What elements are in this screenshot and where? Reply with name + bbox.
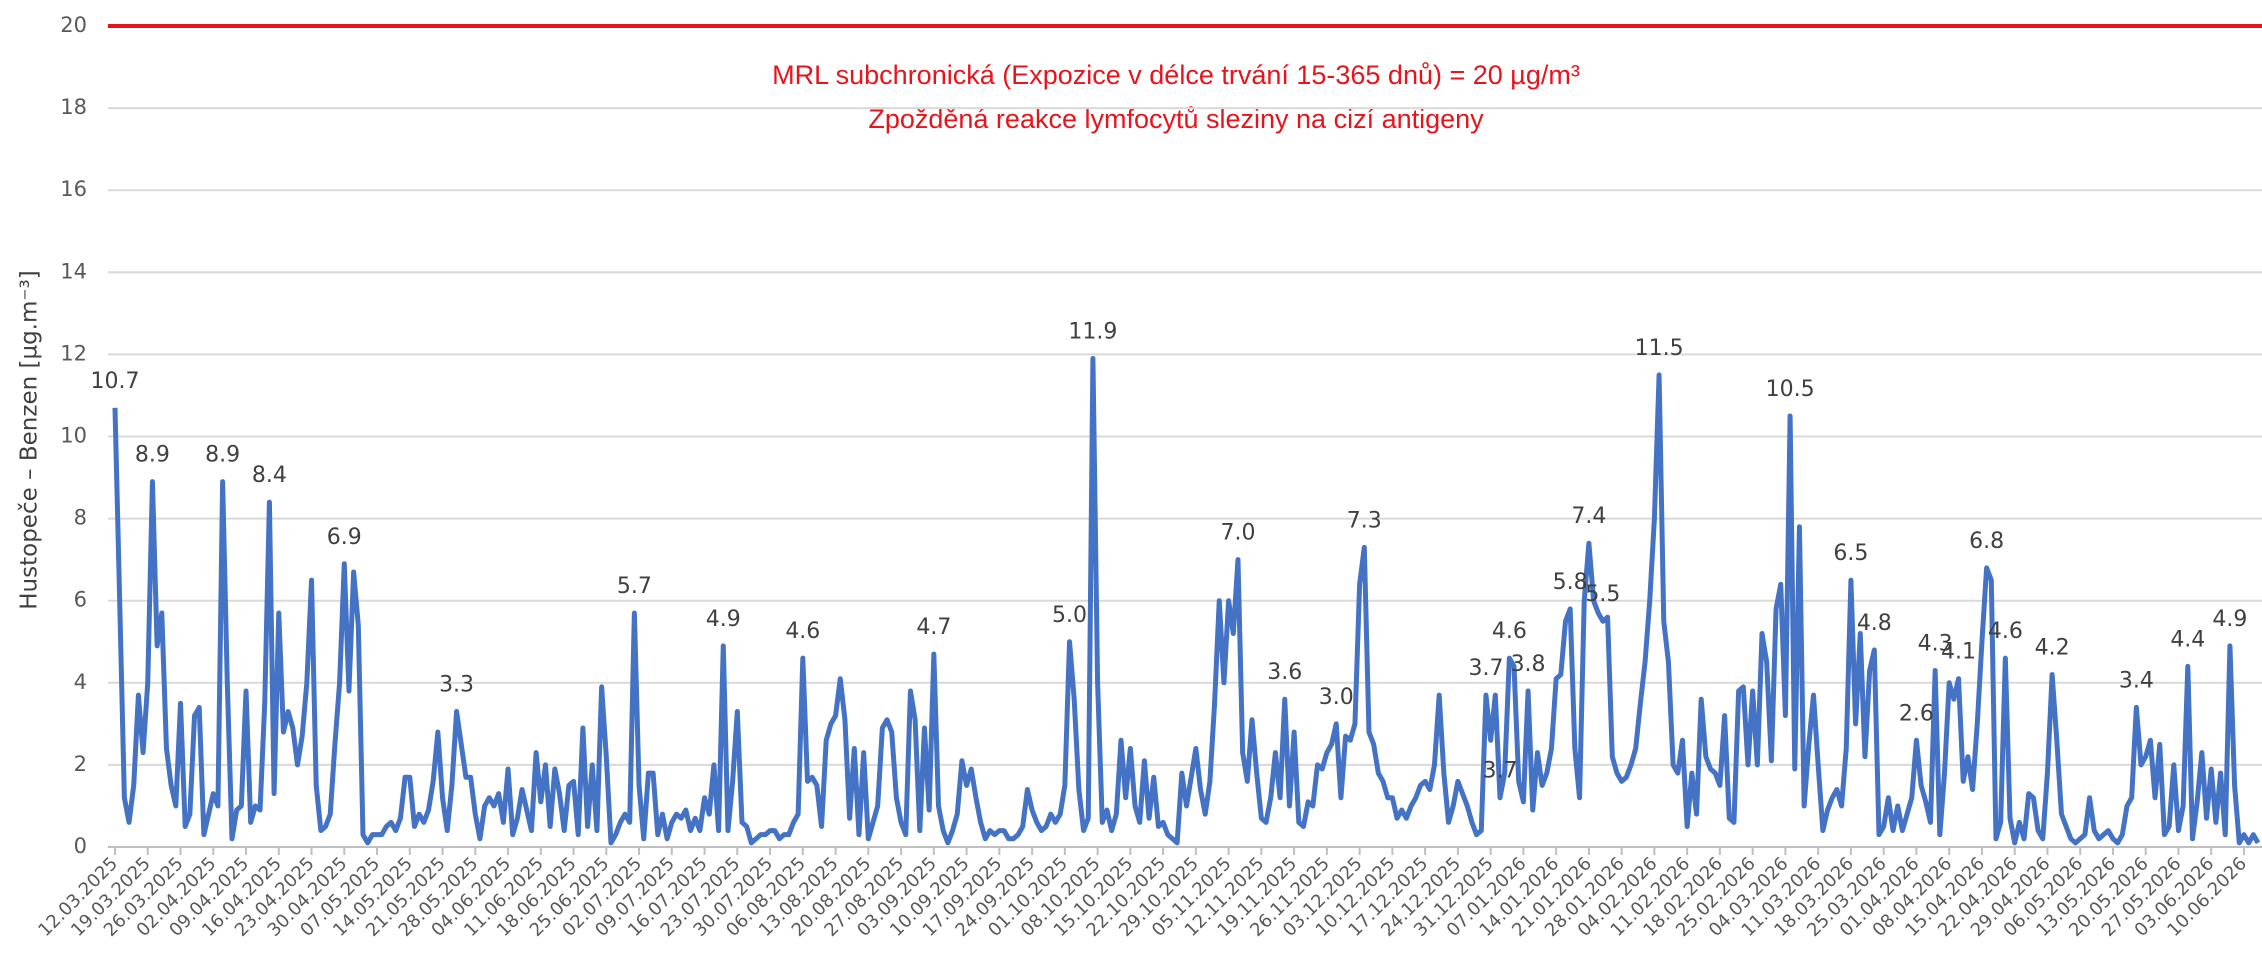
data-label: 4.3 (1918, 631, 1953, 656)
data-label: 4.8 (1857, 611, 1892, 636)
data-label: 4.9 (706, 607, 741, 632)
data-label: 4.6 (1492, 619, 1527, 644)
y-tick-label: 2 (74, 752, 87, 776)
data-label: 4.6 (1988, 619, 2023, 644)
data-label: 8.9 (205, 443, 240, 468)
y-tick-label: 0 (74, 834, 87, 858)
data-label: 4.6 (785, 619, 820, 644)
y-tick-label: 14 (60, 259, 87, 283)
data-label: 7.0 (1220, 521, 1255, 546)
y-tick-label: 8 (74, 506, 87, 530)
y-tick-label: 6 (74, 588, 87, 612)
y-tick-label: 4 (74, 670, 87, 694)
data-label: 11.5 (1635, 336, 1684, 361)
data-label: 3.4 (2119, 668, 2154, 693)
data-label: 4.9 (2212, 607, 2247, 632)
y-tick-label: 10 (60, 424, 87, 448)
data-label: 3.0 (1319, 685, 1354, 710)
y-tick-label: 18 (60, 95, 87, 119)
data-label: 4.2 (2035, 636, 2070, 661)
data-label: 3.7 (1468, 656, 1503, 681)
data-label: 4.7 (916, 615, 951, 640)
data-label: 3.6 (1267, 660, 1302, 685)
y-axis-label: Hustopeče – Benzen [µg.m⁻³] (17, 270, 43, 610)
y-tick-label: 12 (60, 341, 87, 365)
y-tick-label: 16 (60, 177, 87, 201)
data-label: 6.8 (1969, 529, 2004, 554)
data-label: 3.7 (1482, 759, 1517, 784)
data-label: 7.4 (1571, 504, 1606, 529)
data-label: 10.7 (91, 369, 140, 394)
data-label: 8.9 (135, 443, 170, 468)
data-label: 6.9 (327, 525, 362, 550)
data-label: 3.3 (439, 673, 474, 698)
y-tick-label: 20 (60, 13, 87, 37)
annotation: MRL subchronická (Expozice v délce trván… (772, 60, 1580, 90)
annotation: Zpožděná reakce lymfocytů sleziny na ciz… (868, 104, 1484, 134)
data-label: 3.8 (1511, 652, 1546, 677)
data-label: 6.5 (1833, 541, 1868, 566)
data-label: 2.6 (1899, 701, 1934, 726)
data-label: 4.1 (1941, 640, 1976, 665)
data-label: 5.8 (1553, 570, 1588, 595)
data-label: 4.4 (2170, 627, 2205, 652)
data-label: 8.4 (252, 463, 287, 488)
data-label: 11.9 (1068, 320, 1117, 345)
data-label: 7.3 (1347, 508, 1382, 533)
data-label: 5.5 (1585, 582, 1620, 607)
data-label: 5.7 (617, 574, 652, 599)
plot-area (112, 356, 2261, 846)
data-line (112, 356, 2261, 846)
data-label: 5.0 (1052, 603, 1087, 628)
data-label: 10.5 (1766, 377, 1815, 402)
